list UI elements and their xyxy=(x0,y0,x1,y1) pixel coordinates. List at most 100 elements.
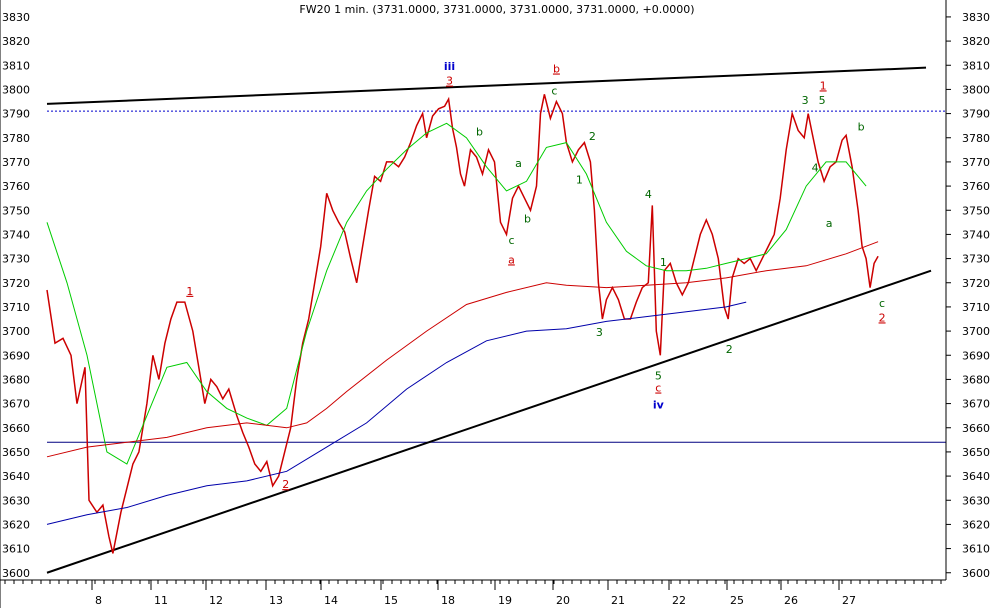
y-tick-label-right: 3790 xyxy=(962,108,990,121)
y-tick-label-left: 3720 xyxy=(2,277,30,290)
y-tick-label-left: 3660 xyxy=(2,422,30,435)
x-tick-label: 27 xyxy=(842,594,856,607)
y-tick-label-left: 3730 xyxy=(2,253,30,266)
x-tick-label: 26 xyxy=(784,594,798,607)
y-tick-label-left: 3770 xyxy=(2,156,30,169)
x-tick-label: 11 xyxy=(154,594,168,607)
x-tick-label: 25 xyxy=(730,594,744,607)
y-tick-label-left: 3790 xyxy=(2,108,30,121)
series-line-2 xyxy=(46,241,879,458)
y-tick-label-right: 3780 xyxy=(962,132,990,145)
y-tick-label-right: 3710 xyxy=(962,301,990,314)
wave-label: 2 xyxy=(879,311,886,324)
y-tick-label-left: 3650 xyxy=(2,446,30,459)
wave-label: c xyxy=(508,234,514,247)
wave-label: b xyxy=(476,125,483,138)
y-tick-label-right: 3740 xyxy=(962,228,990,241)
wave-label: b xyxy=(524,212,531,225)
x-tick-label: 12 xyxy=(209,594,223,607)
y-tick-label-right: 3640 xyxy=(962,470,990,483)
wave-label: c xyxy=(551,84,557,97)
wave-label: 3 xyxy=(802,94,809,107)
chart-title: FW20 1 min. (3731.0000, 3731.0000, 3731.… xyxy=(299,3,694,16)
wave-label: c xyxy=(879,297,885,310)
x-tick-label: 8 xyxy=(95,594,102,607)
wave-label: iv xyxy=(653,398,665,411)
y-tick-label-right: 3630 xyxy=(962,494,990,507)
x-tick-label: 20 xyxy=(556,594,570,607)
y-tick-label-right: 3650 xyxy=(962,446,990,459)
wave-label: b xyxy=(553,63,560,76)
y-tick-label-right: 3690 xyxy=(962,349,990,362)
wave-label: 1 xyxy=(820,79,827,92)
x-tick-label: 22 xyxy=(672,594,686,607)
y-tick-label-left: 3680 xyxy=(2,373,30,386)
wave-label: 3 xyxy=(446,75,453,88)
wave-label: 4 xyxy=(645,188,652,201)
x-tick-label: 13 xyxy=(269,594,283,607)
y-tick-label-right: 3800 xyxy=(962,83,990,96)
y-tick-label-left: 3610 xyxy=(2,543,30,556)
y-tick-label-right: 3750 xyxy=(962,204,990,217)
y-tick-label-right: 3820 xyxy=(962,35,990,48)
y-tick-label-right: 3720 xyxy=(962,277,990,290)
y-tick-label-right: 3610 xyxy=(962,543,990,556)
y-tick-label-left: 3670 xyxy=(2,398,30,411)
y-tick-label-left: 3750 xyxy=(2,204,30,217)
y-tick-label-right: 3730 xyxy=(962,253,990,266)
series-line-1 xyxy=(46,122,867,465)
wave-label: 1 xyxy=(576,174,583,187)
wave-label: 1 xyxy=(660,256,667,269)
wave-label: 2 xyxy=(282,478,289,491)
y-tick-label-left: 3620 xyxy=(2,518,30,531)
wave-label: a xyxy=(508,253,515,266)
x-tick-label: 19 xyxy=(498,594,512,607)
y-tick-label-left: 3810 xyxy=(2,59,30,72)
y-tick-label-left: 3700 xyxy=(2,325,30,338)
y-tick-label-left: 3760 xyxy=(2,180,30,193)
wave-label: a xyxy=(826,217,833,230)
wave-label: 3 xyxy=(596,326,603,339)
y-tick-label-left: 3640 xyxy=(2,470,30,483)
series-line-0 xyxy=(46,94,879,554)
y-tick-label-right: 3600 xyxy=(962,567,990,580)
y-tick-label-left: 3800 xyxy=(2,83,30,96)
trendline-1 xyxy=(46,269,932,574)
x-tick-label: 15 xyxy=(384,594,398,607)
wave-label: 5 xyxy=(655,369,662,382)
y-tick-label-right: 3670 xyxy=(962,398,990,411)
x-tick-label: 21 xyxy=(611,594,625,607)
y-tick-label-left: 3780 xyxy=(2,132,30,145)
y-tick-label-right: 3830 xyxy=(962,11,990,24)
wave-label: 1 xyxy=(186,285,193,298)
y-tick-label-right: 3620 xyxy=(962,518,990,531)
y-tick-label-right: 3810 xyxy=(962,59,990,72)
y-tick-label-left: 3600 xyxy=(2,567,30,580)
wave-label: 2 xyxy=(726,343,733,356)
wave-label: a xyxy=(515,157,522,170)
x-tick-label: 18 xyxy=(441,594,455,607)
y-tick-label-right: 3680 xyxy=(962,373,990,386)
y-tick-label-left: 3740 xyxy=(2,228,30,241)
wave-label: 5 xyxy=(819,94,826,107)
wave-label: 4 xyxy=(812,162,819,175)
y-tick-label-right: 3770 xyxy=(962,156,990,169)
wave-label: b xyxy=(858,121,865,134)
wave-label: iii xyxy=(444,60,455,73)
y-tick-label-right: 3700 xyxy=(962,325,990,338)
y-tick-label-left: 3630 xyxy=(2,494,30,507)
trendline-0 xyxy=(46,66,927,105)
wave-label: 2 xyxy=(589,130,596,143)
y-tick-label-left: 3830 xyxy=(2,11,30,24)
y-tick-label-left: 3820 xyxy=(2,35,30,48)
series-line-3 xyxy=(46,301,747,525)
y-tick-label-left: 3710 xyxy=(2,301,30,314)
y-tick-label-right: 3760 xyxy=(962,180,990,193)
y-tick-label-left: 3690 xyxy=(2,349,30,362)
x-tick-label: 14 xyxy=(324,594,338,607)
wave-label: c xyxy=(655,382,661,395)
y-tick-label-right: 3660 xyxy=(962,422,990,435)
